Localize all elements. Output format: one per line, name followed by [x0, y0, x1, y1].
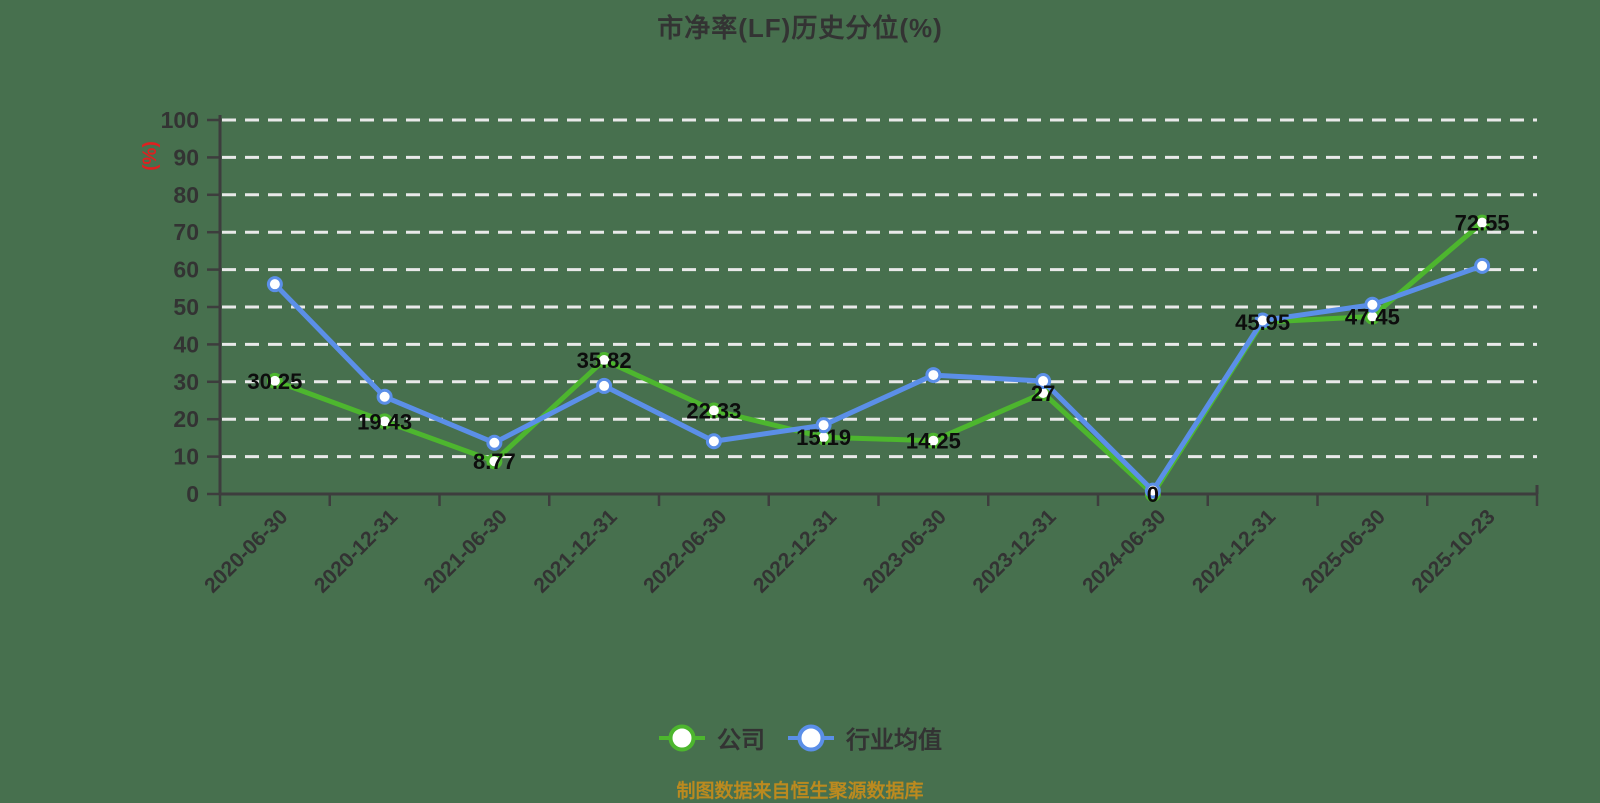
value-label: 8.77	[473, 449, 516, 474]
company-data-point[interactable]	[376, 413, 393, 430]
y-axis-unit-label: (%)	[140, 141, 161, 171]
y-tick-label: 100	[161, 107, 199, 133]
industry-data-point[interactable]	[1474, 257, 1491, 274]
legend-item-industry-average[interactable]: 行业均值	[787, 720, 942, 755]
company-data-point[interactable]	[266, 372, 283, 389]
company-data-point[interactable]	[1474, 214, 1491, 231]
industry-data-point[interactable]	[596, 377, 613, 394]
chart-legend: 公司 行业均值	[0, 720, 1600, 755]
legend-item-company[interactable]: 公司	[658, 720, 765, 755]
line-chart: 0 10 20 30 40 50 60 70 80 90 100 2020-06-30 2020-12-…	[140, 107, 1539, 597]
industry-data-point[interactable]	[1364, 296, 1381, 313]
company-series-line	[272, 220, 1485, 497]
industry-data-point[interactable]	[376, 388, 393, 405]
y-tick-label: 40	[173, 331, 199, 357]
industry-data-point[interactable]	[1035, 373, 1052, 390]
x-tick-label: 2022-12-31	[749, 505, 841, 597]
value-label: 19.43	[357, 409, 412, 434]
y-tick-label: 60	[173, 257, 199, 283]
x-tick-label: 2023-06-30	[859, 505, 951, 597]
x-tick-label: 2021-12-31	[529, 505, 621, 597]
value-label: 30.25	[247, 369, 302, 394]
y-tick-label: 80	[173, 182, 199, 208]
x-tick-label: 2021-06-30	[420, 505, 512, 597]
x-tick-label: 2025-10-23	[1407, 505, 1499, 597]
value-label: 35.82	[577, 348, 632, 373]
y-tick-label: 90	[173, 144, 199, 170]
x-tick-label: 2020-06-30	[200, 505, 292, 597]
company-data-point[interactable]	[596, 352, 613, 369]
value-label: 27	[1031, 381, 1055, 406]
industry-data-point[interactable]	[815, 417, 832, 434]
industry-data-point[interactable]	[1254, 312, 1271, 329]
legend-marker-industry-icon	[788, 724, 834, 751]
legend-label-company: 公司	[717, 727, 765, 754]
industry-data-point[interactable]	[925, 367, 942, 384]
legend-label-industry-average: 行业均值	[846, 727, 942, 754]
company-data-point[interactable]	[925, 432, 942, 449]
y-tick-label: 0	[186, 481, 199, 507]
industry-data-point[interactable]	[705, 433, 722, 450]
company-data-point[interactable]	[486, 453, 503, 470]
value-label: 15.19	[796, 425, 851, 450]
industry-series-line	[272, 263, 1485, 494]
x-tick-label: 2024-12-31	[1188, 505, 1280, 597]
value-label: 14.25	[906, 429, 961, 454]
legend-marker-company-icon	[659, 724, 705, 751]
data-source-note: 制图数据来自恒生聚源数据库	[676, 781, 924, 802]
x-tick-label: 2024-06-30	[1078, 505, 1170, 597]
y-tick-label: 20	[173, 406, 199, 432]
value-label: 45.95	[1235, 310, 1290, 335]
value-label: 0	[1147, 482, 1159, 507]
industry-data-point[interactable]	[266, 276, 283, 293]
y-tick-label: 30	[173, 369, 199, 395]
y-tick-label: 10	[173, 444, 199, 470]
y-tick-label: 50	[173, 294, 199, 320]
value-label: 22.33	[686, 398, 741, 423]
x-tick-label: 2020-12-31	[310, 505, 402, 597]
x-tick-label: 2022-06-30	[639, 505, 731, 597]
x-tick-label: 2023-12-31	[968, 505, 1060, 597]
company-data-point[interactable]	[705, 402, 722, 419]
industry-data-point[interactable]	[1144, 482, 1161, 499]
value-label: 72.55	[1455, 211, 1510, 236]
x-tick-label: 2025-06-30	[1298, 505, 1390, 597]
value-label: 47.45	[1345, 305, 1400, 330]
industry-data-point[interactable]	[486, 434, 503, 451]
chart-title: 市净率(LF)历史分位(%)	[657, 13, 943, 43]
y-tick-label: 70	[173, 219, 199, 245]
